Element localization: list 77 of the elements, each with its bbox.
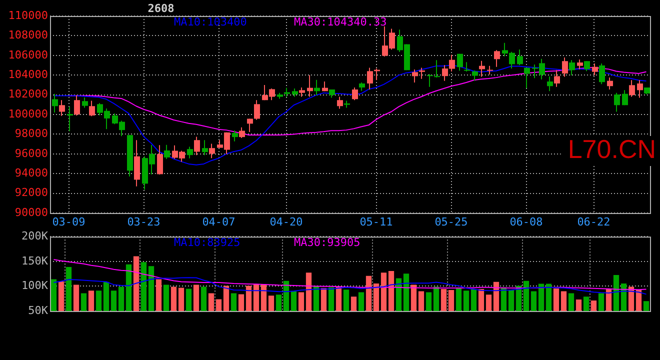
candlestick (187, 146, 193, 159)
candlestick (59, 100, 65, 116)
text: MA30:93905 (294, 236, 360, 249)
candlestick (637, 80, 643, 98)
text: MA10:83925 (174, 236, 240, 249)
candlestick (352, 87, 358, 101)
candlestick (307, 74, 313, 98)
y-tick-label: 102000 (8, 88, 48, 101)
candlestick (157, 144, 163, 175)
candlestick (562, 56, 568, 78)
x-tick-label: 04-07 (202, 215, 236, 228)
candlestick (247, 118, 253, 133)
candlestick (622, 90, 628, 106)
candlestick (337, 96, 343, 110)
candlestick (629, 80, 635, 98)
candlestick (82, 96, 88, 108)
candlestick (367, 67, 373, 90)
candlestick (427, 74, 433, 88)
candlestick (74, 94, 80, 116)
y-tick-label: 110000 (8, 8, 48, 22)
candlestick (554, 70, 560, 88)
candlestick (547, 76, 553, 92)
y-tick-label: 90000 (14, 206, 48, 219)
candlestick (314, 79, 320, 96)
y-tick-label: 104000 (8, 68, 48, 81)
candlestick (599, 62, 605, 85)
y-tick-label: 92000 (14, 186, 48, 200)
candlestick (457, 53, 463, 72)
candlestick (464, 62, 470, 72)
y-tick-label: 96000 (14, 146, 48, 160)
candlestick (607, 76, 613, 90)
y-tick-label: 98000 (14, 127, 48, 140)
candlestick (164, 144, 170, 160)
text: MA10:103400 (174, 15, 247, 28)
candlestick (134, 140, 140, 187)
candlestick (284, 87, 290, 98)
x-tick-label: 03-09 (52, 215, 86, 228)
y-tick-label: 94000 (14, 166, 48, 180)
y-tick-label: 150K (22, 254, 48, 268)
candlestick (412, 68, 418, 83)
candlestick (299, 87, 305, 98)
candlestick (209, 143, 215, 159)
candlestick (239, 126, 245, 139)
candlestick (202, 140, 208, 156)
candlestick (479, 60, 485, 78)
x-tick-label: 03-23 (127, 215, 160, 228)
candlestick (517, 48, 523, 66)
candlestick (232, 130, 238, 142)
y-tick-label: 100000 (8, 107, 48, 120)
candlestick (524, 67, 530, 89)
candlestick (472, 70, 478, 82)
y-tick-label: 200K (22, 229, 48, 242)
candlestick (194, 136, 200, 156)
y-tick-label: 106000 (8, 48, 48, 62)
candlestick (419, 67, 425, 80)
candlestick (89, 100, 95, 117)
candlestick (592, 62, 598, 76)
y-tick-label: 100K (22, 279, 48, 292)
chart-title: 2608 (148, 2, 174, 15)
candlestick (494, 50, 500, 68)
candlestick (569, 60, 575, 76)
y-tick-label: 50K (28, 304, 48, 317)
x-tick-label: 04-20 (270, 215, 303, 228)
x-tick-label: 06-22 (577, 215, 610, 228)
x-tick-label: 05-25 (434, 215, 468, 228)
candlestick (67, 106, 73, 132)
x-tick-label: 05-11 (360, 215, 393, 228)
annotation: L70.CN (568, 134, 656, 164)
y-tick-label: 108000 (8, 28, 48, 42)
candlestick (434, 60, 440, 78)
candlestick (52, 93, 58, 114)
x-tick-label: 06-08 (510, 215, 543, 228)
candlestick (614, 92, 620, 112)
candlestick (584, 60, 590, 72)
text: MA30:104340.33 (294, 15, 387, 28)
candlestick (254, 100, 260, 120)
candlestick (577, 59, 583, 70)
